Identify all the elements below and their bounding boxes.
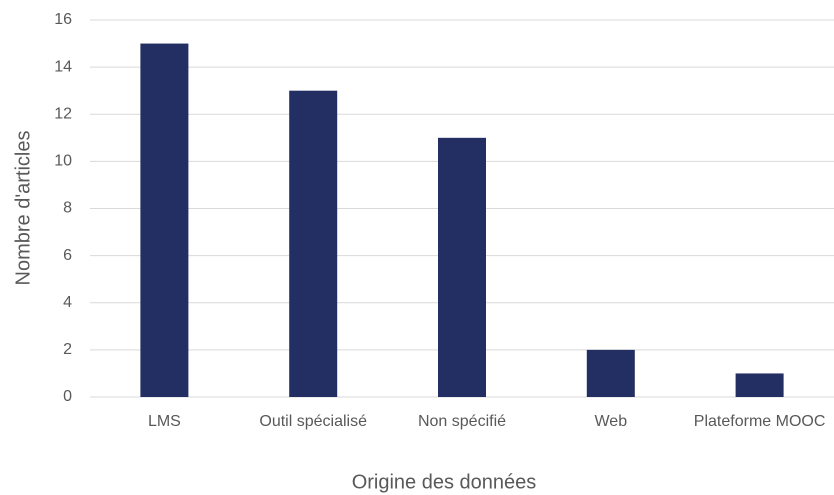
y-tick-label: 4: [63, 294, 72, 311]
bar: [289, 90, 338, 397]
bar: [438, 137, 486, 397]
x-tick-label: Non spécifié: [417, 413, 507, 430]
bar: [586, 349, 635, 397]
y-tick-label: 8: [63, 200, 72, 217]
bar: [140, 43, 189, 397]
y-tick-label: 0: [63, 388, 72, 405]
y-tick-label: 10: [54, 153, 72, 170]
y-tick-label: 6: [63, 247, 72, 264]
y-tick-label: 16: [54, 11, 72, 28]
x-tick-label: Web: [594, 413, 628, 430]
x-axis-title: Origine des données: [352, 471, 537, 493]
bar: [735, 373, 784, 397]
x-tick-label: Plateforme MOOC: [693, 413, 826, 430]
x-tick-label: LMS: [147, 413, 181, 430]
y-axis-title: Nombre d'articles: [12, 131, 34, 286]
y-tick-label: 14: [54, 58, 72, 75]
y-tick-label: 12: [54, 105, 72, 122]
y-tick-label: 2: [63, 341, 72, 358]
x-tick-label: Outil spécialisé: [259, 413, 367, 430]
